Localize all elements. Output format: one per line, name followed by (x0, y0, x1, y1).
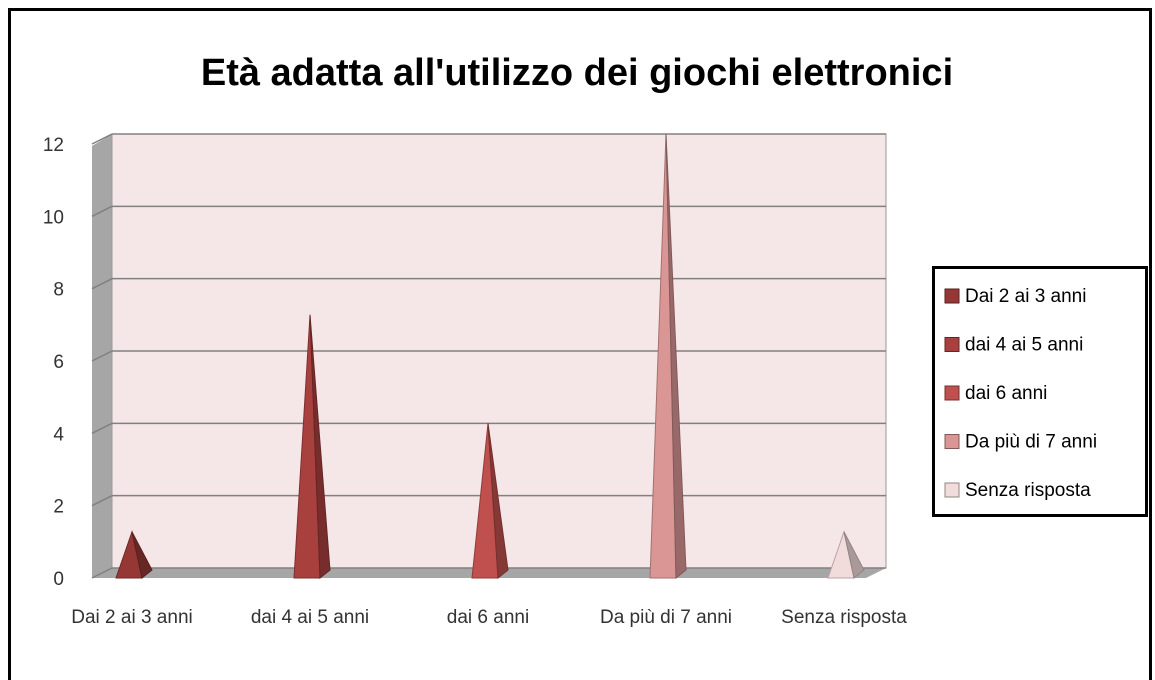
grid-line-side (91, 422, 113, 435)
legend-swatch (944, 482, 960, 498)
grid-line-side (91, 277, 113, 290)
x-tick-label: Dai 2 ai 3 anni (71, 607, 193, 628)
pyramid (115, 529, 153, 579)
legend-swatch (944, 337, 960, 352)
pyramid-side (131, 531, 153, 579)
grid-line-side (91, 205, 113, 218)
x-tick-label: dai 4 ai 5 anni (250, 607, 370, 628)
legend-label: Da più di 7 anni (965, 432, 1097, 453)
legend-label: dai 6 anni (965, 383, 1047, 404)
grid-line-side (91, 567, 113, 579)
y-tick-label: 6 (53, 352, 64, 373)
y-tick-label: 10 (43, 207, 64, 228)
legend-label: Senza risposta (965, 480, 1091, 501)
legend-swatch (944, 434, 960, 449)
legend-swatch (944, 288, 960, 304)
y-tick-label: 4 (53, 424, 64, 445)
x-tick-label: Da più di 7 anni (599, 607, 733, 628)
legend-label: dai 4 ai 5 anni (965, 335, 1083, 356)
pyramid-side (843, 531, 865, 579)
pyramid-side (309, 314, 331, 580)
pyramid (649, 133, 687, 580)
y-tick-label: 0 (53, 569, 64, 590)
legend-label: Dai 2 ai 3 anni (965, 286, 1086, 307)
chart-title: Età adatta all'utilizzo dei giochi elett… (201, 52, 953, 94)
pyramid (827, 529, 865, 579)
grid-line-side (91, 133, 113, 145)
pyramid (471, 423, 509, 579)
x-tick-label: Senza risposta (781, 607, 907, 628)
pyramid (293, 314, 331, 580)
x-tick-label: dai 6 anni (446, 607, 530, 628)
grid-line-side (91, 494, 113, 507)
legend (932, 266, 1148, 517)
y-tick-label: 2 (53, 497, 64, 518)
grid-line-side (91, 350, 113, 362)
y-tick-label: 8 (53, 280, 64, 301)
legend-swatch (944, 385, 960, 401)
y-tick-label: 12 (43, 135, 64, 156)
pyramid-side (665, 133, 687, 580)
pyramid-side (487, 423, 509, 579)
